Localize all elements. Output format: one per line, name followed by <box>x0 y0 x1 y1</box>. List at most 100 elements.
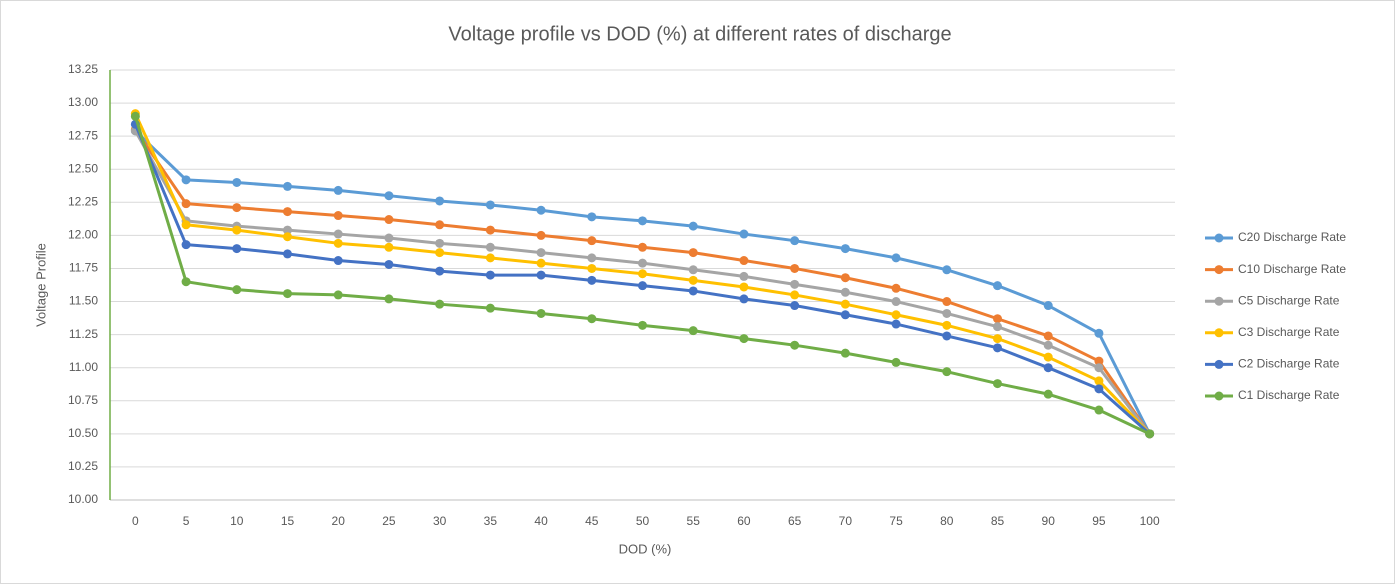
x-tick-label: 65 <box>788 514 802 528</box>
data-point <box>739 229 749 239</box>
data-point <box>1145 429 1155 439</box>
x-tick-label: 85 <box>991 514 1005 528</box>
data-point <box>587 236 597 246</box>
data-point <box>993 379 1002 389</box>
data-point <box>181 220 191 230</box>
y-tick-label: 12.75 <box>68 128 98 142</box>
data-point <box>435 299 445 309</box>
data-point <box>384 233 394 243</box>
legend-label: C2 Discharge Rate <box>1238 357 1340 371</box>
data-point <box>283 232 292 242</box>
data-point <box>739 271 749 281</box>
data-point <box>688 286 698 296</box>
x-tick-label: 80 <box>940 514 954 528</box>
data-point <box>181 199 191 209</box>
data-point <box>790 263 800 273</box>
data-point <box>333 185 343 195</box>
data-point <box>840 273 850 283</box>
y-tick-label: 11.75 <box>69 261 98 275</box>
x-axis-title: DOD (%) <box>619 541 672 556</box>
data-point <box>536 230 546 240</box>
data-point <box>485 253 495 263</box>
data-point <box>739 256 749 266</box>
y-tick-label: 13.25 <box>68 62 98 76</box>
data-point <box>790 290 800 300</box>
data-point <box>942 367 952 377</box>
data-point <box>1094 405 1104 415</box>
legend-marker <box>1214 391 1224 401</box>
data-point <box>232 203 242 213</box>
data-point <box>384 294 394 304</box>
data-point <box>891 297 901 307</box>
y-axis-title: Voltage Profile <box>33 243 48 327</box>
data-point <box>536 308 546 318</box>
data-point <box>435 266 445 276</box>
data-point <box>485 225 495 235</box>
data-point <box>333 256 343 266</box>
data-point <box>536 248 546 258</box>
data-point <box>739 334 749 344</box>
data-point <box>688 265 698 275</box>
data-point <box>1043 389 1053 399</box>
y-tick-label: 10.00 <box>68 492 98 506</box>
y-tick-label: 11.00 <box>69 360 98 374</box>
y-tick-label: 11.50 <box>69 294 98 308</box>
data-point <box>435 248 445 258</box>
data-point <box>1094 384 1104 394</box>
y-tick-label: 12.50 <box>68 161 98 175</box>
data-point <box>790 301 800 311</box>
x-tick-label: 30 <box>433 514 447 528</box>
data-point <box>638 269 647 279</box>
x-tick-label: 25 <box>382 514 396 528</box>
data-point <box>283 181 292 191</box>
legend-label: C5 Discharge Rate <box>1238 293 1340 307</box>
data-point <box>942 331 952 341</box>
data-point <box>384 242 394 252</box>
data-point <box>1094 328 1104 338</box>
data-point <box>536 270 546 280</box>
y-tick-label: 13.00 <box>68 95 98 109</box>
data-point <box>435 220 445 230</box>
x-tick-label: 40 <box>534 514 548 528</box>
x-tick-label: 45 <box>585 514 599 528</box>
legend-marker <box>1214 359 1224 369</box>
x-tick-label: 100 <box>1140 514 1160 528</box>
data-point <box>840 348 850 358</box>
data-point <box>232 285 242 295</box>
data-point <box>384 191 394 201</box>
data-point <box>891 253 901 263</box>
data-point <box>638 320 647 330</box>
y-tick-label: 10.25 <box>68 459 98 473</box>
data-point <box>688 221 698 231</box>
data-point <box>993 281 1002 291</box>
x-tick-label: 55 <box>687 514 701 528</box>
legend-label: C1 Discharge Rate <box>1238 388 1340 402</box>
data-point <box>891 310 901 320</box>
data-point <box>333 229 343 239</box>
data-point <box>384 215 394 225</box>
data-point <box>232 244 242 254</box>
data-point <box>688 275 698 285</box>
data-point <box>790 279 800 289</box>
data-point <box>840 310 850 320</box>
x-tick-label: 0 <box>132 514 139 528</box>
data-point <box>1043 301 1053 311</box>
data-point <box>1094 376 1104 386</box>
data-point <box>1094 363 1104 373</box>
x-tick-label: 95 <box>1092 514 1106 528</box>
data-point <box>283 225 292 235</box>
data-point <box>435 238 445 248</box>
data-point <box>130 111 140 121</box>
data-point <box>739 282 749 292</box>
data-point <box>485 270 495 280</box>
legend-marker <box>1214 233 1224 243</box>
legend-marker <box>1214 328 1224 338</box>
data-point <box>688 326 698 336</box>
x-tick-label: 90 <box>1042 514 1056 528</box>
x-tick-label: 5 <box>183 514 190 528</box>
data-point <box>485 200 495 210</box>
data-point <box>790 340 800 350</box>
data-point <box>942 308 952 318</box>
x-tick-label: 15 <box>281 514 295 528</box>
data-point <box>891 357 901 367</box>
